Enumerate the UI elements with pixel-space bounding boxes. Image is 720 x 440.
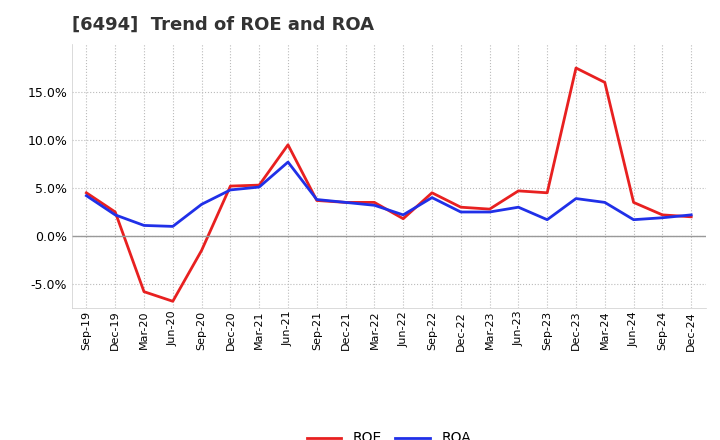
ROE [341, 200, 350, 205]
ROE [658, 212, 667, 217]
Line: ROA: ROA [86, 162, 691, 227]
ROA [600, 200, 609, 205]
ROA [428, 195, 436, 200]
ROA [629, 217, 638, 222]
ROA [399, 212, 408, 217]
ROE [82, 190, 91, 195]
ROA [572, 196, 580, 201]
ROA [543, 217, 552, 222]
ROA [168, 224, 177, 229]
ROA [226, 187, 235, 193]
ROE [514, 188, 523, 194]
ROA [456, 209, 465, 215]
ROA [687, 212, 696, 217]
Line: ROE: ROE [86, 68, 691, 301]
ROA [312, 197, 321, 202]
ROE [312, 198, 321, 203]
ROE [226, 183, 235, 189]
ROA [485, 209, 494, 215]
ROA [341, 200, 350, 205]
ROA [82, 193, 91, 198]
ROA [197, 202, 206, 207]
ROE [485, 206, 494, 212]
ROE [140, 289, 148, 294]
ROE [370, 200, 379, 205]
Legend: ROE, ROA: ROE, ROA [301, 426, 477, 440]
ROE [543, 190, 552, 195]
ROE [572, 66, 580, 71]
ROE [456, 205, 465, 210]
ROE [399, 216, 408, 221]
ROA [284, 159, 292, 165]
ROE [111, 209, 120, 215]
ROE [629, 200, 638, 205]
ROA [140, 223, 148, 228]
ROE [197, 248, 206, 253]
ROE [687, 214, 696, 220]
ROA [111, 212, 120, 217]
ROA [514, 205, 523, 210]
ROA [370, 203, 379, 208]
ROE [255, 183, 264, 188]
Text: [6494]  Trend of ROE and ROA: [6494] Trend of ROE and ROA [72, 16, 374, 34]
ROA [255, 184, 264, 190]
ROE [600, 80, 609, 85]
ROE [284, 142, 292, 147]
ROE [428, 190, 436, 195]
ROE [168, 299, 177, 304]
ROA [658, 215, 667, 220]
